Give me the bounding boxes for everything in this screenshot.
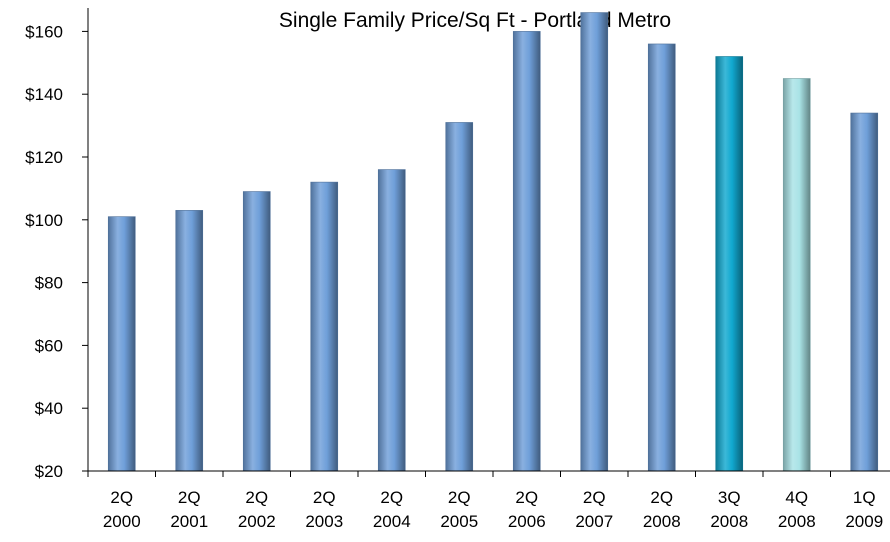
x-tick-label: 3Q 2008: [710, 488, 748, 531]
x-tick-label: 2Q 2004: [373, 488, 411, 531]
x-tick-label: 2Q 2005: [440, 488, 478, 531]
x-tick-label: 4Q 2008: [778, 488, 816, 531]
x-tick-label: 2Q 2006: [508, 488, 546, 531]
bar: [107, 216, 136, 472]
x-tick-label: 2Q 2001: [170, 488, 208, 531]
bar: [647, 43, 676, 472]
x-tick-label: 2Q 2000: [103, 488, 141, 531]
bars: [107, 12, 879, 472]
y-tick-label: $80: [35, 274, 63, 293]
y-tick-label: $20: [35, 462, 63, 481]
y-tick-label: $40: [35, 399, 63, 418]
bar: [850, 112, 879, 472]
y-axis: $20 $40 $60 $80 $100 $120 $140 $160: [25, 8, 89, 481]
bar: [512, 31, 541, 472]
y-tick-label: $60: [35, 336, 63, 355]
x-tick-label: 2Q 2007: [575, 488, 613, 531]
bar: [377, 169, 406, 472]
x-axis: 2Q 2000 2Q 2001 2Q 2002 2Q 2003 2Q 2004 2Q 2005 2Q 20…: [82, 470, 890, 531]
y-tick-label: $140: [25, 85, 63, 104]
x-tick-label: 2Q 2002: [238, 488, 276, 531]
y-tick-label: $160: [25, 22, 63, 41]
x-tick-label: 2Q 2003: [305, 488, 343, 531]
chart-title: Single Family Price/Sq Ft - Portland Met…: [279, 9, 671, 32]
bar: [445, 122, 474, 472]
bar: [715, 56, 744, 472]
y-tick-label: $120: [25, 148, 63, 167]
x-tick-label: 1Q 2009: [845, 488, 883, 531]
y-tick-label: $100: [25, 211, 63, 230]
bar: [310, 181, 339, 472]
bar: [175, 210, 204, 472]
bar: [782, 78, 811, 472]
bar: [242, 191, 271, 472]
x-tick-label: 2Q 2008: [643, 488, 681, 531]
bar: [580, 12, 609, 472]
